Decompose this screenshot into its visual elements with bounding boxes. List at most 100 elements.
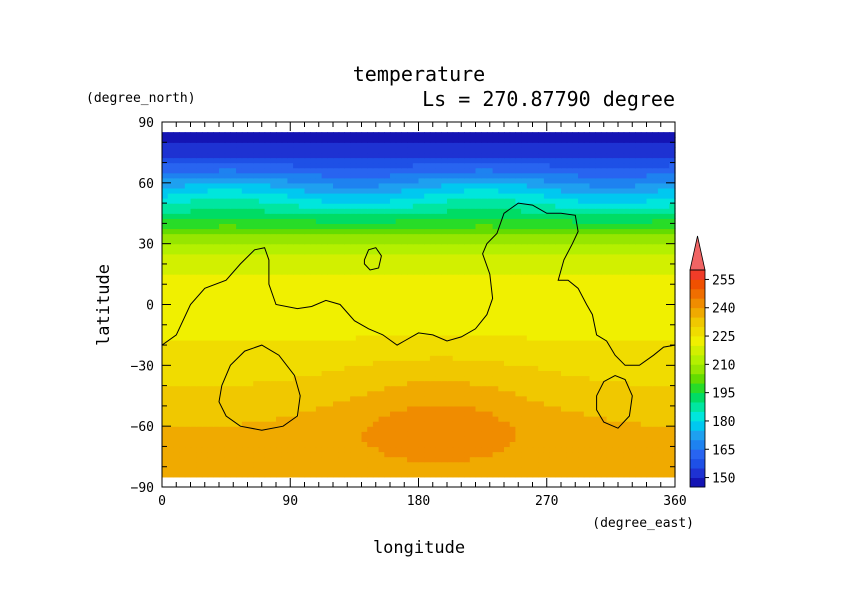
heatmap-cell [276,289,283,295]
heatmap-cell [384,253,391,260]
heatmap-cell [600,299,608,306]
heatmap-cell [355,279,363,285]
heatmap-cell [361,223,368,230]
heatmap-cell [555,339,562,346]
heatmap-cell [264,233,271,240]
heatmap-cell [162,279,169,285]
heatmap-cell [578,360,585,366]
heatmap-cell [583,360,591,366]
heatmap-cell [572,355,579,361]
heatmap-cell [583,355,591,361]
heatmap-cell [561,360,568,366]
heatmap-cell [475,243,482,250]
heatmap-cell [372,360,380,366]
heatmap-cell [236,410,243,417]
heatmap-cell [595,253,602,260]
heatmap-cell [333,355,340,361]
heatmap-cell [338,350,345,356]
heatmap-cell [606,456,613,463]
heatmap-cell [276,405,283,412]
heatmap-cell [521,436,528,442]
heatmap-cell [321,304,328,311]
heatmap-cell [469,324,477,331]
heatmap-cell [635,248,642,255]
heatmap-cell [566,238,573,245]
heatmap-cell [407,339,414,346]
heatmap-cell [355,203,363,209]
heatmap-cell [623,238,630,245]
heatmap-cell [173,329,180,336]
heatmap-cell [623,248,630,255]
heatmap-cell [612,198,619,204]
heatmap-cell [333,395,340,402]
heatmap-cell [264,355,271,361]
heatmap-cell [447,380,454,387]
heatmap-cell [635,380,642,387]
heatmap-cell [384,410,391,417]
heatmap-cell [612,319,619,326]
heatmap-cell [162,355,169,361]
heatmap-cell [196,329,203,336]
heatmap-cell [412,355,420,361]
heatmap-cell [173,350,180,356]
heatmap-cell [390,471,397,478]
heatmap-cell [669,370,676,377]
heatmap-cell [566,314,573,321]
heatmap-cell [504,380,511,387]
heatmap-cell [241,385,249,392]
heatmap-cell [224,360,231,366]
heatmap-cell [623,329,630,336]
heatmap-cell [612,274,619,280]
heatmap-cell [179,274,186,280]
heatmap-cell [264,289,271,295]
heatmap-cell [669,198,676,204]
heatmap-cell [162,269,169,275]
heatmap-cell [469,263,477,270]
heatmap-cell [424,208,431,214]
heatmap-cell [652,253,659,260]
heatmap-cell [561,243,568,250]
heatmap-cell [652,208,659,214]
heatmap-cell [663,456,670,463]
heatmap-cell [635,345,642,351]
heatmap-cell [258,410,266,417]
heatmap-cell [162,345,169,351]
heatmap-cell [452,248,459,255]
heatmap-cell [458,410,465,417]
heatmap-cell [572,243,579,250]
heatmap-cell [378,410,385,417]
heatmap-cell [578,345,585,351]
heatmap-cell [253,284,260,290]
heatmap-cell [526,400,534,407]
heatmap-cell [521,380,528,387]
heatmap-cell [412,208,420,214]
heatmap-cell [515,304,522,311]
heatmap-cell [333,390,340,397]
heatmap-cell [236,365,243,371]
heatmap-cell [338,334,345,341]
heatmap-cell [184,395,192,402]
heatmap-cell [429,456,437,463]
heatmap-cell [640,360,648,366]
heatmap-cell [384,243,391,250]
heatmap-cell [441,243,448,250]
heatmap-cell [509,446,516,453]
heatmap-cell [258,441,266,448]
heatmap-cell [378,375,385,382]
heatmap-cell [167,324,174,331]
heatmap-cell [213,218,220,224]
heatmap-cell [315,279,323,285]
heatmap-cell [190,395,197,402]
heatmap-cell [566,451,573,458]
heatmap-cell [241,228,249,235]
heatmap-cell [270,253,277,260]
heatmap-cell [378,314,385,321]
heatmap-cell [173,233,180,240]
heatmap-cell [458,299,465,306]
heatmap-cell [247,223,254,230]
heatmap-cell [230,274,237,280]
heatmap-cell [219,248,226,255]
heatmap-cell [543,380,551,387]
heatmap-cell [618,441,625,448]
heatmap-cell [298,309,306,316]
